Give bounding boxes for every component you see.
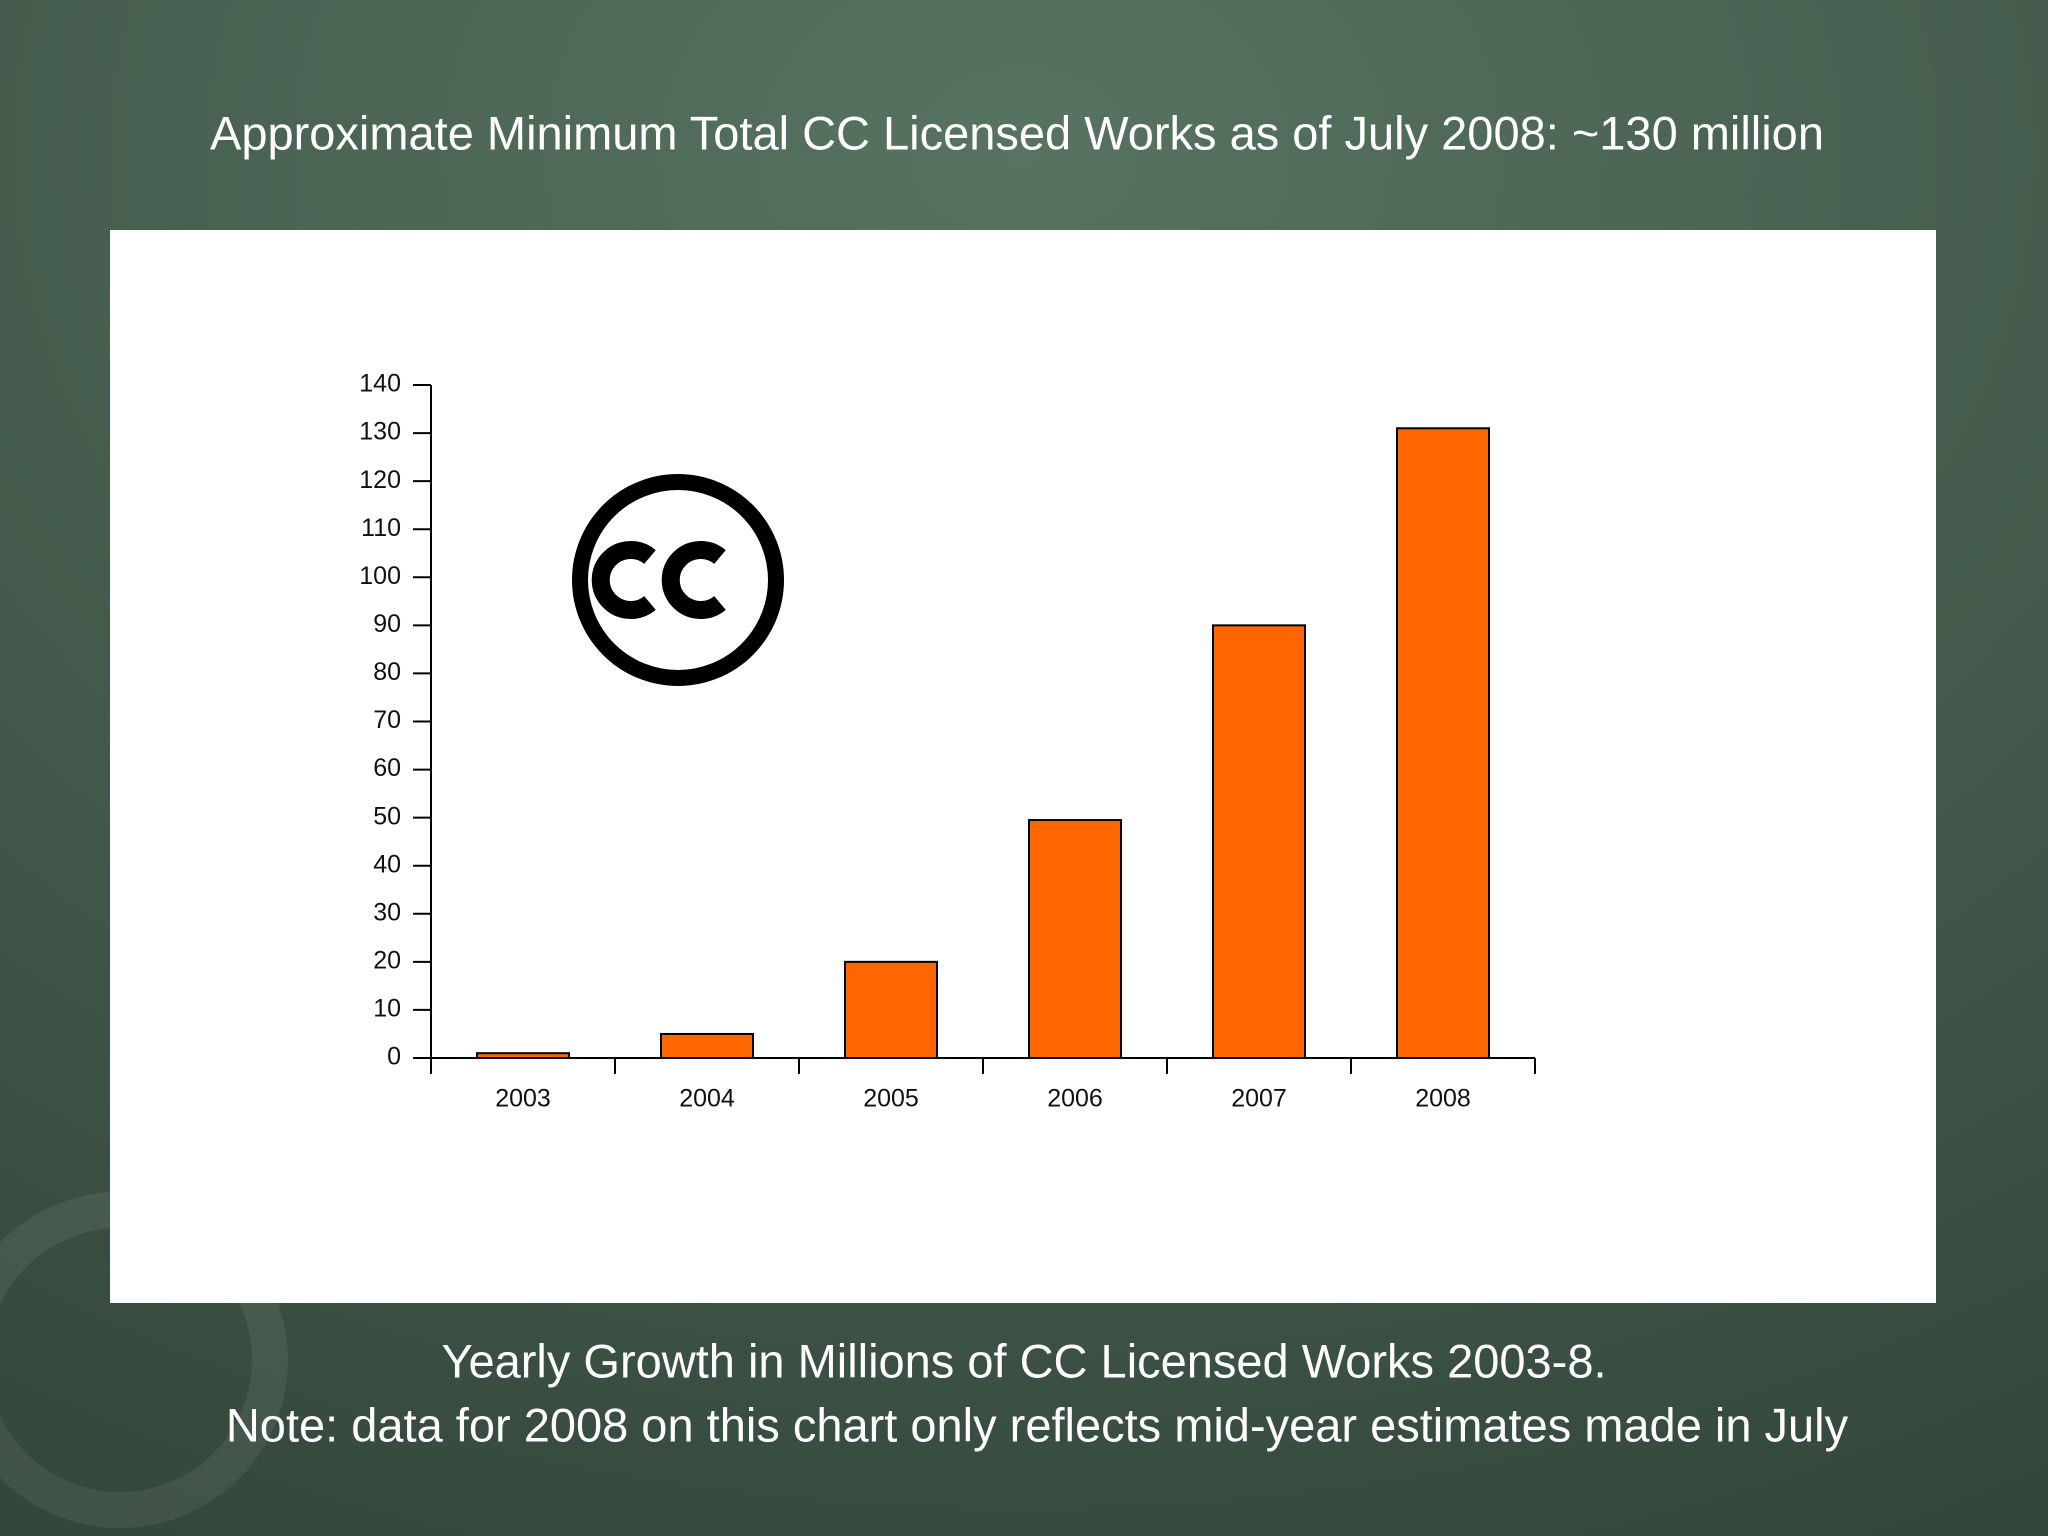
x-tick-label: 2007	[1231, 1085, 1287, 1113]
cc-logo	[572, 474, 784, 686]
y-tick-label: 10	[373, 995, 401, 1023]
x-tick-label: 2004	[679, 1085, 735, 1113]
slide-title: Approximate Minimum Total CC Licensed Wo…	[210, 106, 1824, 159]
y-tick-label: 130	[359, 418, 401, 446]
chart-panel	[110, 230, 1936, 1303]
y-tick-label: 80	[373, 658, 401, 686]
caption: Yearly Growth in Millions of CC Licensed…	[441, 1334, 1606, 1387]
bar	[1396, 427, 1490, 1059]
x-tick-label: 2006	[1047, 1085, 1103, 1113]
cc-letter	[661, 541, 726, 619]
bar	[476, 1052, 570, 1060]
y-tick-label: 50	[373, 802, 401, 830]
cc-letter	[591, 541, 656, 619]
y-tick-label: 110	[361, 514, 401, 542]
y-tick-label: 120	[359, 466, 401, 494]
y-tick-label: 30	[373, 898, 401, 926]
caption: Note: data for 2008 on this chart only r…	[226, 1398, 1849, 1451]
bar	[1028, 819, 1122, 1060]
x-tick-label: 2003	[495, 1085, 551, 1113]
y-tick-label: 140	[359, 370, 401, 398]
y-tick-label: 70	[373, 706, 401, 734]
y-tick-label: 20	[373, 946, 401, 974]
y-tick-label: 100	[359, 562, 401, 590]
y-tick-label: 40	[373, 850, 401, 878]
bar	[1212, 624, 1306, 1059]
bar	[844, 960, 938, 1059]
y-tick-label: 0	[387, 1043, 401, 1071]
bar	[660, 1032, 754, 1059]
y-tick-label: 60	[373, 754, 401, 782]
x-tick-label: 2008	[1415, 1085, 1471, 1113]
x-tick-label: 2005	[863, 1085, 919, 1113]
y-tick-label: 90	[373, 610, 401, 638]
